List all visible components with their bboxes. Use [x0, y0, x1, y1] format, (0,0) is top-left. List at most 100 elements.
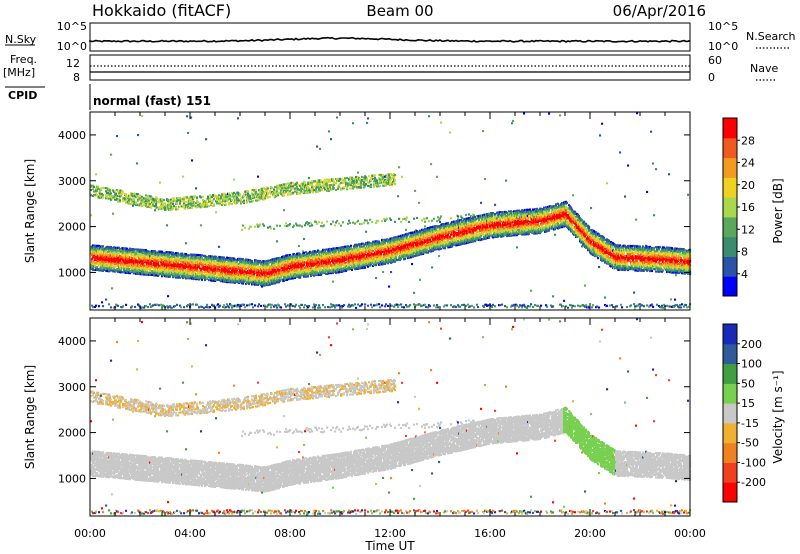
power-echo-cell — [271, 303, 274, 306]
power-echo-cell — [118, 252, 121, 255]
power-echo-cell — [186, 196, 189, 199]
power-echo-cell — [213, 305, 216, 308]
power-echo-cell — [333, 180, 336, 183]
power-echo-cell — [291, 271, 294, 274]
power-echo-cell — [134, 263, 137, 266]
power-echo-cell — [108, 187, 111, 190]
power-echo-cell — [320, 186, 323, 189]
power-echo-cell — [196, 269, 199, 272]
power-echo-cell — [161, 306, 164, 309]
power-echo-cell — [174, 254, 177, 257]
power-echo-cell — [329, 180, 332, 183]
power-echo-cell — [319, 266, 322, 269]
power-echo-cell — [238, 276, 241, 279]
power-echo-cell — [165, 264, 168, 267]
power-echo-cell — [347, 222, 350, 225]
power-echo-cell — [256, 199, 259, 202]
power-echo-cell — [151, 260, 154, 263]
power-echo-cell — [289, 275, 292, 278]
power-echo-cell — [98, 244, 101, 247]
power-echo-cell — [268, 259, 271, 262]
power-echo-cell — [340, 265, 343, 268]
power-echo-cell — [151, 254, 154, 257]
power-echo-cell — [95, 191, 98, 194]
power-echo-cell — [273, 267, 276, 270]
power-echo-cell — [157, 274, 160, 277]
power-echo-cell — [316, 250, 319, 253]
power-echo-cell — [300, 258, 303, 261]
power-echo-cell — [321, 221, 324, 224]
power-echo-cell — [273, 188, 276, 191]
power-echo-cell — [252, 195, 255, 198]
power-echo-cell — [253, 263, 256, 266]
power-echo-cell — [251, 303, 254, 306]
power-echo-cell — [92, 264, 95, 267]
power-echo-cell — [232, 195, 235, 198]
power-echo-cell — [316, 271, 319, 274]
station-title: Hokkaido (fitACF) — [92, 1, 231, 20]
power-echo-cell — [327, 188, 330, 191]
power-echo-cell — [197, 200, 200, 203]
power-echo-cell — [318, 221, 321, 224]
power-echo-cell — [273, 305, 276, 308]
power-echo-cell — [217, 303, 220, 306]
power-echo-cell — [148, 200, 151, 203]
power-echo-cell — [142, 263, 145, 266]
power-echo-cell — [297, 224, 300, 227]
power-echo-cell — [166, 272, 169, 275]
power-echo-cell — [315, 273, 318, 276]
power-echo-cell — [257, 193, 260, 196]
power-echo-cell — [151, 273, 154, 276]
power-echo-cell — [225, 265, 228, 268]
power-echo-cell — [326, 256, 329, 259]
power-echo-cell — [231, 203, 234, 206]
power-echo-cell — [145, 305, 148, 308]
power-echo-cell — [307, 269, 310, 272]
power-echo-cell — [323, 251, 326, 254]
power-echo-cell — [149, 264, 152, 267]
power-echo-cell — [249, 200, 252, 203]
power-echo-cell — [323, 265, 326, 268]
power-echo-cell — [324, 178, 327, 181]
power-echo-cell — [175, 206, 178, 209]
power-echo-cell — [253, 272, 256, 275]
power-echo-cell — [259, 223, 262, 226]
power-echo-cell — [314, 272, 317, 275]
power-echo-cell — [313, 303, 316, 306]
power-echo-cell — [181, 269, 184, 272]
power-echo-cell — [198, 261, 201, 264]
power-echo-cell — [333, 181, 336, 184]
power-echo-cell — [173, 198, 176, 201]
power-echo-cell — [330, 272, 333, 275]
power-echo-cell — [149, 303, 152, 306]
power-echo-cell — [177, 199, 180, 202]
power-echo-cell — [335, 259, 338, 262]
power-echo-cell — [317, 184, 320, 187]
power-echo-cell — [177, 252, 180, 255]
power-echo-cell — [241, 260, 244, 263]
power-echo-cell — [204, 270, 207, 273]
power-echo-cell — [307, 275, 310, 278]
power-echo-cell — [227, 199, 230, 202]
power-echo-cell — [308, 262, 311, 265]
power-echo-cell — [244, 306, 247, 309]
power-echo-cell — [179, 197, 182, 200]
power-echo-cell — [132, 204, 135, 207]
power-echo-cell — [141, 273, 144, 276]
power-echo-cell — [186, 115, 189, 118]
power-echo-cell — [315, 303, 318, 306]
power-echo-cell — [283, 194, 286, 197]
power-echo-cell — [199, 270, 202, 273]
power-echo-cell — [307, 223, 310, 226]
power-echo-cell — [248, 227, 251, 230]
power-echo-cell — [98, 191, 101, 194]
power-echo-cell — [191, 159, 194, 162]
power-echo-cell — [237, 271, 240, 274]
power-echo-cell — [168, 205, 171, 208]
power-echo-cell — [90, 249, 93, 252]
power-echo-cell — [150, 195, 153, 198]
power-echo-cell — [307, 183, 310, 186]
power-echo-cell — [280, 276, 283, 279]
power-echo-cell — [268, 274, 271, 277]
power-echo-cell — [99, 269, 102, 272]
